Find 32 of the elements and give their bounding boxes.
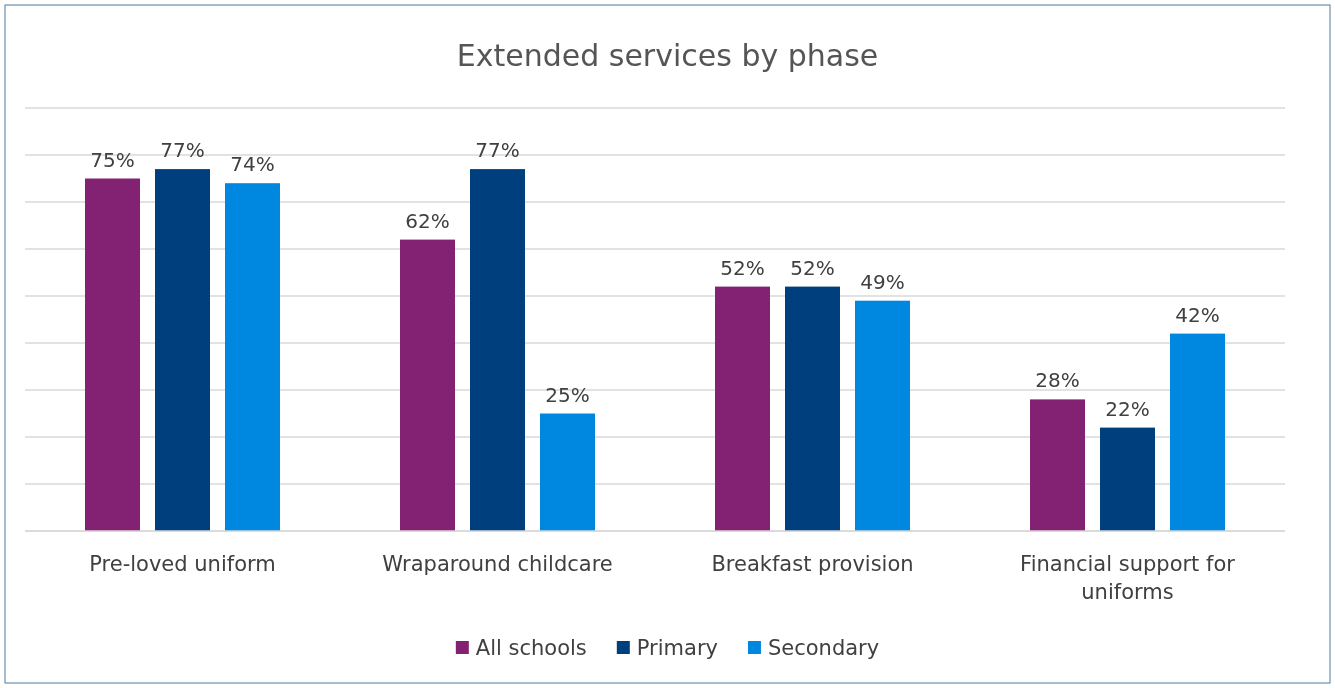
x-tick-label: Wraparound childcare (382, 552, 613, 576)
x-tick-label: Pre-loved uniform (89, 552, 276, 576)
bar (785, 286, 840, 531)
data-label: 52% (790, 255, 835, 280)
data-label: 49% (860, 269, 905, 294)
legend-label: Primary (636, 636, 718, 661)
bar (1100, 427, 1155, 531)
data-label: 75% (90, 147, 135, 172)
bar (1030, 399, 1085, 531)
data-label: 77% (475, 138, 520, 163)
chart-title: Extended services by phase (456, 38, 879, 73)
data-label: 25% (545, 382, 590, 407)
data-label: 42% (1175, 302, 1220, 327)
x-tick-label: Breakfast provision (711, 552, 914, 576)
bar (855, 300, 910, 531)
bar (470, 169, 525, 531)
legend-label: Secondary (767, 636, 880, 661)
data-label: 28% (1035, 368, 1080, 393)
bar (1170, 333, 1225, 531)
data-label: 74% (230, 152, 275, 177)
legend-label: All schools (475, 636, 587, 661)
bar (85, 178, 140, 531)
x-tick-label: Financial support for uniforms (1020, 552, 1236, 604)
data-label: 52% (720, 255, 765, 280)
bar (155, 169, 210, 531)
bar (400, 239, 455, 531)
bar (715, 286, 770, 531)
bar (540, 413, 595, 531)
data-label: 22% (1105, 396, 1150, 421)
data-label: 62% (405, 208, 450, 233)
data-label: 77% (160, 138, 205, 163)
bar (225, 183, 280, 531)
